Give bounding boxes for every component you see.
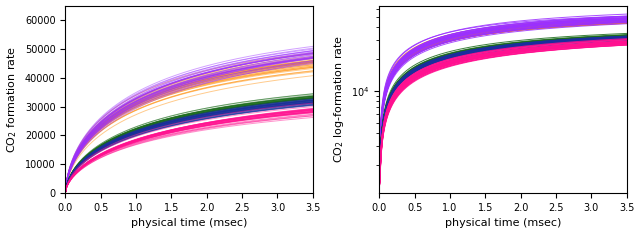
X-axis label: physical time (msec): physical time (msec) <box>131 219 247 228</box>
Y-axis label: CO$_2$ log-formation rate: CO$_2$ log-formation rate <box>332 35 346 164</box>
X-axis label: physical time (msec): physical time (msec) <box>445 219 561 228</box>
Y-axis label: CO$_2$ formation rate: CO$_2$ formation rate <box>6 46 19 153</box>
